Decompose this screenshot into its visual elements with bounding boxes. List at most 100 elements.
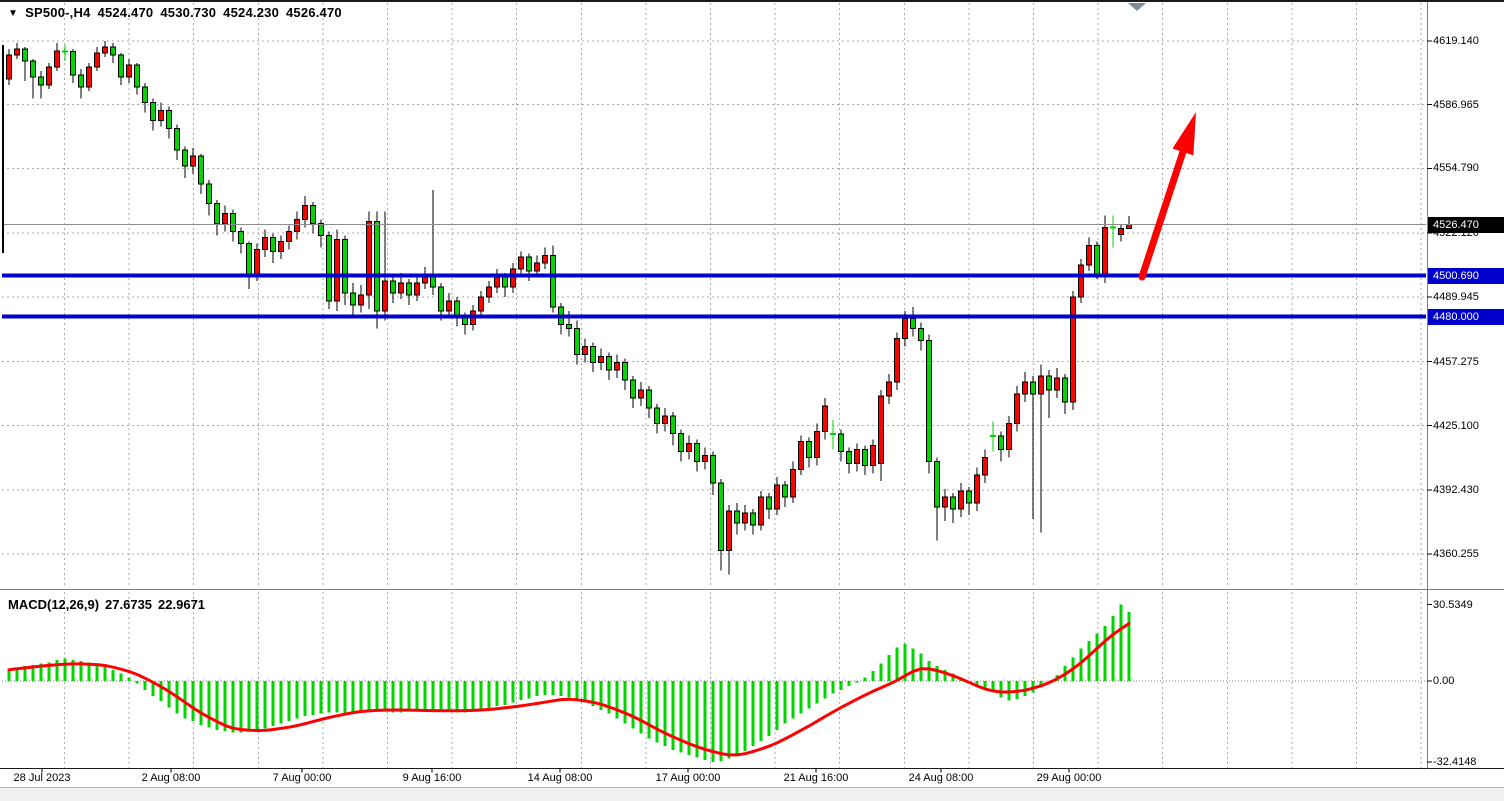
- candle: [774, 484, 780, 510]
- macd-histogram-bar: [727, 681, 731, 759]
- macd-histogram-bar: [287, 681, 291, 721]
- time-tick-label: 29 Aug 00:00: [1036, 772, 1102, 784]
- candle: [406, 282, 412, 296]
- macd-histogram-bar: [1087, 641, 1091, 681]
- candle: [302, 205, 308, 221]
- macd-histogram-bar: [927, 661, 931, 681]
- macd-tick-label: 30.5349: [1433, 598, 1473, 611]
- macd-histogram-bar: [199, 681, 203, 725]
- macd-histogram-bar: [335, 681, 339, 713]
- level-price-box: 4480.000: [1428, 308, 1504, 325]
- candle: [854, 448, 860, 464]
- candle: [1054, 377, 1060, 391]
- candle: [126, 64, 132, 78]
- window-top-border: [0, 0, 1504, 2]
- candle: [1086, 244, 1092, 266]
- candle: [270, 236, 276, 252]
- macd-histogram-bar: [983, 681, 987, 689]
- macd-histogram-bar: [679, 681, 683, 753]
- macd-histogram-bar: [583, 681, 587, 703]
- levels-layer: [2, 224, 1426, 319]
- macd-histogram-bar: [247, 681, 251, 731]
- time-tick-label: 17 Aug 00:00: [655, 772, 721, 784]
- macd-histogram-bar: [111, 669, 115, 681]
- candle: [238, 230, 244, 244]
- candle: [342, 238, 348, 294]
- candle: [1118, 228, 1124, 235]
- macd-histogram-bar: [1039, 681, 1043, 688]
- candle: [278, 240, 284, 252]
- candle: [974, 474, 980, 504]
- macd-histogram-bar: [999, 681, 1003, 698]
- symbol-dropdown-icon[interactable]: ▼: [8, 8, 19, 19]
- macd-histogram-bar: [455, 681, 459, 713]
- macd-histogram-bar: [39, 663, 43, 681]
- macd-histogram-bar: [383, 681, 387, 711]
- macd-histogram-bar: [607, 681, 611, 714]
- macd-histogram-bar: [23, 666, 27, 681]
- candle: [662, 415, 668, 425]
- candle: [438, 286, 444, 312]
- candle: [222, 213, 228, 225]
- candle: [14, 48, 20, 56]
- chart-shift-marker-icon[interactable]: [1128, 3, 1146, 11]
- macd-histogram-bar: [807, 681, 811, 709]
- macd-histogram-bar: [799, 681, 803, 714]
- candle: [966, 490, 972, 504]
- macd-histogram-bar: [223, 681, 227, 731]
- candle: [590, 345, 596, 363]
- macd-histogram-bar: [527, 681, 531, 699]
- candle: [694, 443, 700, 462]
- macd-histogram-bar: [1119, 604, 1123, 681]
- candle: [726, 510, 732, 552]
- macd-histogram-bar: [239, 681, 243, 733]
- level-price-box: 4500.690: [1428, 267, 1504, 284]
- macd-histogram-bar: [855, 681, 859, 683]
- macd-histogram-bar: [399, 681, 403, 713]
- macd-histogram-bar: [319, 681, 323, 714]
- candle: [518, 256, 524, 270]
- candle: [950, 496, 956, 510]
- macd-name: MACD(12,26,9): [8, 597, 100, 612]
- candle: [526, 256, 532, 272]
- macd-histogram-bar: [15, 667, 19, 681]
- candle: [998, 435, 1004, 450]
- candle: [262, 236, 268, 250]
- macd-histogram-bar: [879, 663, 883, 681]
- macd-histogram-bar: [911, 648, 915, 681]
- macd-histogram-bar: [1023, 681, 1027, 696]
- candle: [382, 280, 388, 312]
- time-tick-label: 14 Aug 08:00: [527, 772, 593, 784]
- candle: [886, 381, 892, 397]
- candle: [902, 318, 908, 340]
- macd-histogram-bar: [191, 681, 195, 721]
- annotations-layer: [2, 3, 1196, 281]
- candle: [542, 254, 548, 264]
- macd-histogram-bar: [1103, 626, 1107, 681]
- macd-histogram-bar: [647, 681, 651, 739]
- macd-histogram-bar: [535, 681, 539, 696]
- trend-arrow-shaft[interactable]: [1138, 142, 1189, 281]
- trend-arrow-head[interactable]: [1172, 112, 1196, 156]
- candle: [1078, 264, 1084, 298]
- macd-histogram-bar: [327, 681, 331, 713]
- candle: [198, 155, 204, 185]
- candle: [6, 54, 12, 80]
- macd-histogram-bar: [1127, 611, 1131, 681]
- candle: [582, 345, 588, 355]
- candle: [718, 482, 724, 552]
- candle: [926, 339, 932, 462]
- candle: [654, 407, 660, 425]
- price-tick-label: 4619.140: [1433, 34, 1479, 47]
- candle: [742, 512, 748, 524]
- macd-histogram-bar: [863, 677, 867, 681]
- candle: [390, 280, 396, 294]
- macd-histogram-bar: [623, 681, 627, 724]
- macd-histogram-bar: [439, 681, 443, 711]
- candle: [1030, 381, 1036, 395]
- time-tick-label: 21 Aug 16:00: [783, 772, 849, 784]
- macd-histogram-bar: [303, 681, 307, 716]
- bottom-status-strip: [0, 787, 1504, 801]
- macd-histogram-bar: [567, 681, 571, 698]
